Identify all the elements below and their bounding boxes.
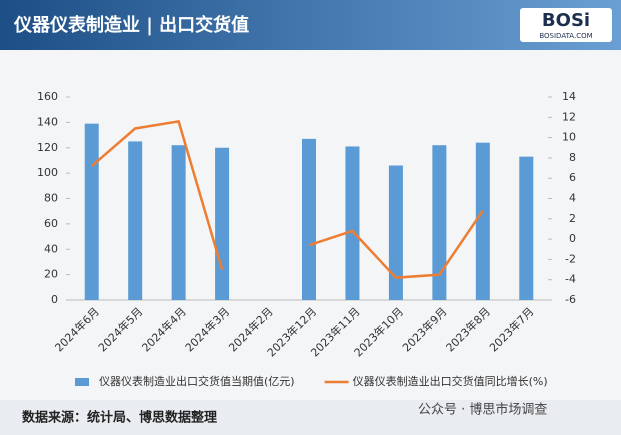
y2-tick-label: 8: [569, 151, 576, 164]
y-tick-label: 120: [37, 141, 58, 154]
x-tick-label: 2024年5月: [95, 304, 145, 354]
header-title: 仪器仪表制造业 | 出口交货值: [13, 14, 249, 36]
legend-label: 仪器仪表制造业出口交货值同比增长(%): [353, 374, 548, 388]
logo: BOSi: [542, 10, 590, 31]
logo-box: [520, 8, 612, 42]
logo-sub: BOSIDATA.COM: [539, 32, 592, 40]
x-tick-label: 2024年3月: [182, 304, 232, 354]
bar: [432, 145, 447, 300]
y-tick-label: 140: [37, 115, 58, 128]
y2-tick-label: -2: [565, 252, 576, 265]
bar: [302, 138, 316, 300]
footer-source: 数据来源：统计局、博思数据整理: [22, 410, 217, 426]
bar: [215, 147, 230, 300]
y2-tick-label: 2: [569, 212, 576, 225]
legend-label: 仪器仪表制造业出口交货值当期值(亿元): [99, 374, 295, 388]
footer-wechat: 公众号 · 博思市场调查: [418, 402, 547, 418]
bar: [84, 123, 99, 300]
y-tick-label: 20: [44, 268, 58, 281]
y2-tick-label: 4: [569, 192, 576, 205]
bar: [475, 142, 490, 300]
bar: [388, 165, 403, 300]
header-bar: [0, 0, 621, 50]
y2-tick-label: 10: [562, 131, 576, 144]
y2-tick-label: 0: [569, 232, 576, 245]
footer-bar: [0, 400, 621, 435]
y-tick-label: 40: [44, 242, 58, 255]
y2-tick-label: -4: [565, 273, 576, 286]
bar: [171, 145, 186, 300]
x-tick-label: 2023年7月: [486, 304, 536, 354]
y2-tick-label: 12: [562, 110, 576, 123]
line: [90, 119, 484, 279]
y-tick-label: 0: [51, 293, 58, 306]
y2-tick-label: -6: [565, 293, 576, 306]
x-tick-label: 2024年6月: [52, 304, 102, 354]
y-tick-label: 60: [44, 217, 58, 230]
y2-tick-label: 6: [569, 171, 576, 184]
y-tick-label: 160: [37, 90, 58, 103]
x-tick-label: 2024年4月: [139, 304, 189, 354]
bar: [519, 156, 534, 300]
y-tick-label: 80: [44, 192, 58, 205]
bar: [128, 141, 143, 300]
y-tick-label: 100: [37, 166, 58, 179]
y2-tick-label: 14: [562, 90, 576, 103]
x-tick-label: 2023年8月: [443, 304, 493, 354]
legend-swatch: [75, 378, 89, 386]
bar: [345, 146, 360, 300]
x-tick-label: 2023年9月: [399, 304, 449, 354]
